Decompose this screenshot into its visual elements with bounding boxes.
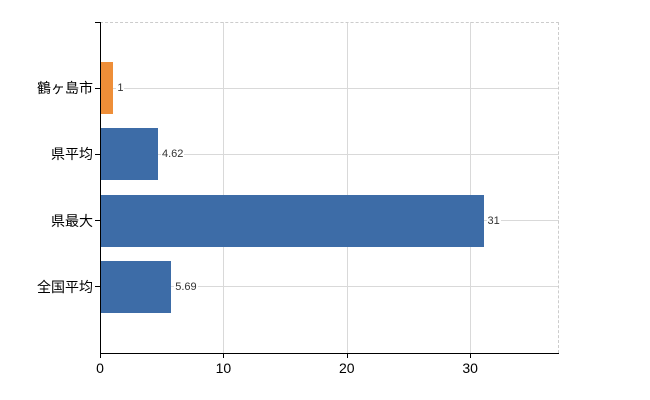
x-tick-label: 20 — [338, 360, 355, 376]
vertical-gridline — [223, 22, 225, 353]
vertical-gridline — [470, 22, 472, 353]
x-tick-label: 0 — [96, 360, 104, 376]
horizontal-gridline — [100, 153, 559, 155]
x-axis-tick — [346, 353, 348, 358]
y-axis-top-tick — [95, 22, 100, 23]
horizontal-gridline — [100, 286, 559, 288]
category-tick — [95, 87, 100, 89]
x-tick-label: 10 — [215, 360, 232, 376]
category-label: 県平均 — [51, 146, 93, 163]
category-tick — [95, 153, 100, 155]
vertical-gridline — [346, 22, 348, 353]
value-label: 5.69 — [174, 279, 198, 294]
bar-2 — [101, 194, 484, 247]
value-label: 1 — [116, 81, 125, 96]
x-tick-label: 30 — [462, 360, 478, 376]
category-label: 県最大 — [51, 212, 93, 229]
bar-1 — [101, 128, 158, 181]
y-axis-line — [100, 22, 101, 354]
category-tick — [95, 220, 100, 222]
x-axis-tick — [223, 353, 225, 358]
bar-0 — [101, 62, 114, 115]
category-label: 鶴ヶ島市 — [37, 80, 93, 97]
x-axis-line — [100, 353, 559, 354]
value-label: 4.62 — [161, 147, 185, 162]
horizontal-gridline — [100, 87, 559, 89]
x-axis-tick — [100, 353, 101, 358]
category-label: 全国平均 — [37, 278, 93, 295]
x-axis-tick — [470, 353, 472, 358]
bar-3 — [101, 260, 172, 313]
category-tick — [95, 286, 100, 288]
value-label: 31 — [486, 213, 501, 228]
